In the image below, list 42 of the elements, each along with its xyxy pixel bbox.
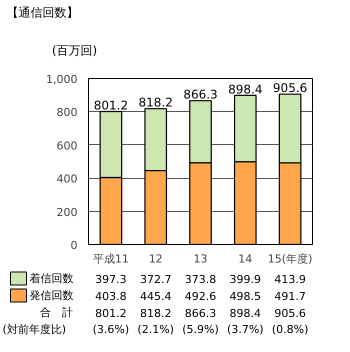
x-tick-label: 15(年度) (268, 252, 312, 266)
y-tick-label: 200 (56, 206, 78, 219)
y-tick-label: 1,000 (46, 73, 78, 86)
total-label: 898.4 (228, 82, 262, 96)
total-label: 818.2 (138, 96, 173, 110)
text: (2.1%) (137, 323, 174, 336)
text: (5.9%) (182, 323, 219, 336)
x-tick-label: 14 (238, 252, 252, 266)
y-tick-label: 800 (56, 106, 78, 120)
data-label: 373.8 (184, 273, 216, 286)
x-tick-label: 12 (148, 252, 163, 266)
text: (0.8%) (272, 323, 308, 336)
data-label: 492.6 (184, 290, 216, 303)
total-label: 905.6 (272, 81, 308, 96)
y-tick-label: 600 (56, 139, 78, 152)
data-label: 399.9 (230, 273, 262, 286)
x-tick-label: 13 (194, 252, 208, 266)
chart-title: 【通信回数】 (6, 6, 78, 20)
y-tick-label: 0 (70, 239, 78, 252)
text: 905.6 (274, 307, 306, 320)
data-label: 491.7 (274, 290, 306, 303)
data-label: 413.9 (274, 273, 306, 286)
total-label: 866.3 (183, 88, 218, 102)
text: 801.2 (95, 307, 127, 320)
data-label: 397.3 (95, 273, 127, 286)
data-label: 498.5 (230, 290, 262, 303)
y-axis-title: (百万回) (52, 44, 98, 58)
text: (対前年度比) (2, 323, 66, 336)
text: 898.4 (230, 307, 262, 320)
legend-label: 着信回数 (30, 272, 74, 285)
total-label: 801.2 (94, 98, 128, 113)
text: 818.2 (140, 307, 172, 320)
text: (3.6%) (92, 323, 130, 336)
data-label: 445.4 (140, 290, 172, 303)
x-tick-label: 平成11 (92, 252, 129, 266)
data-label: 403.8 (95, 290, 127, 303)
text: 866.3 (184, 307, 216, 320)
y-tick-label: 400 (56, 172, 78, 186)
data-label: 372.7 (140, 273, 172, 286)
text: 合 計 (40, 306, 73, 319)
legend-label: 発信回数 (30, 289, 74, 302)
text: (3.7%) (227, 323, 264, 336)
